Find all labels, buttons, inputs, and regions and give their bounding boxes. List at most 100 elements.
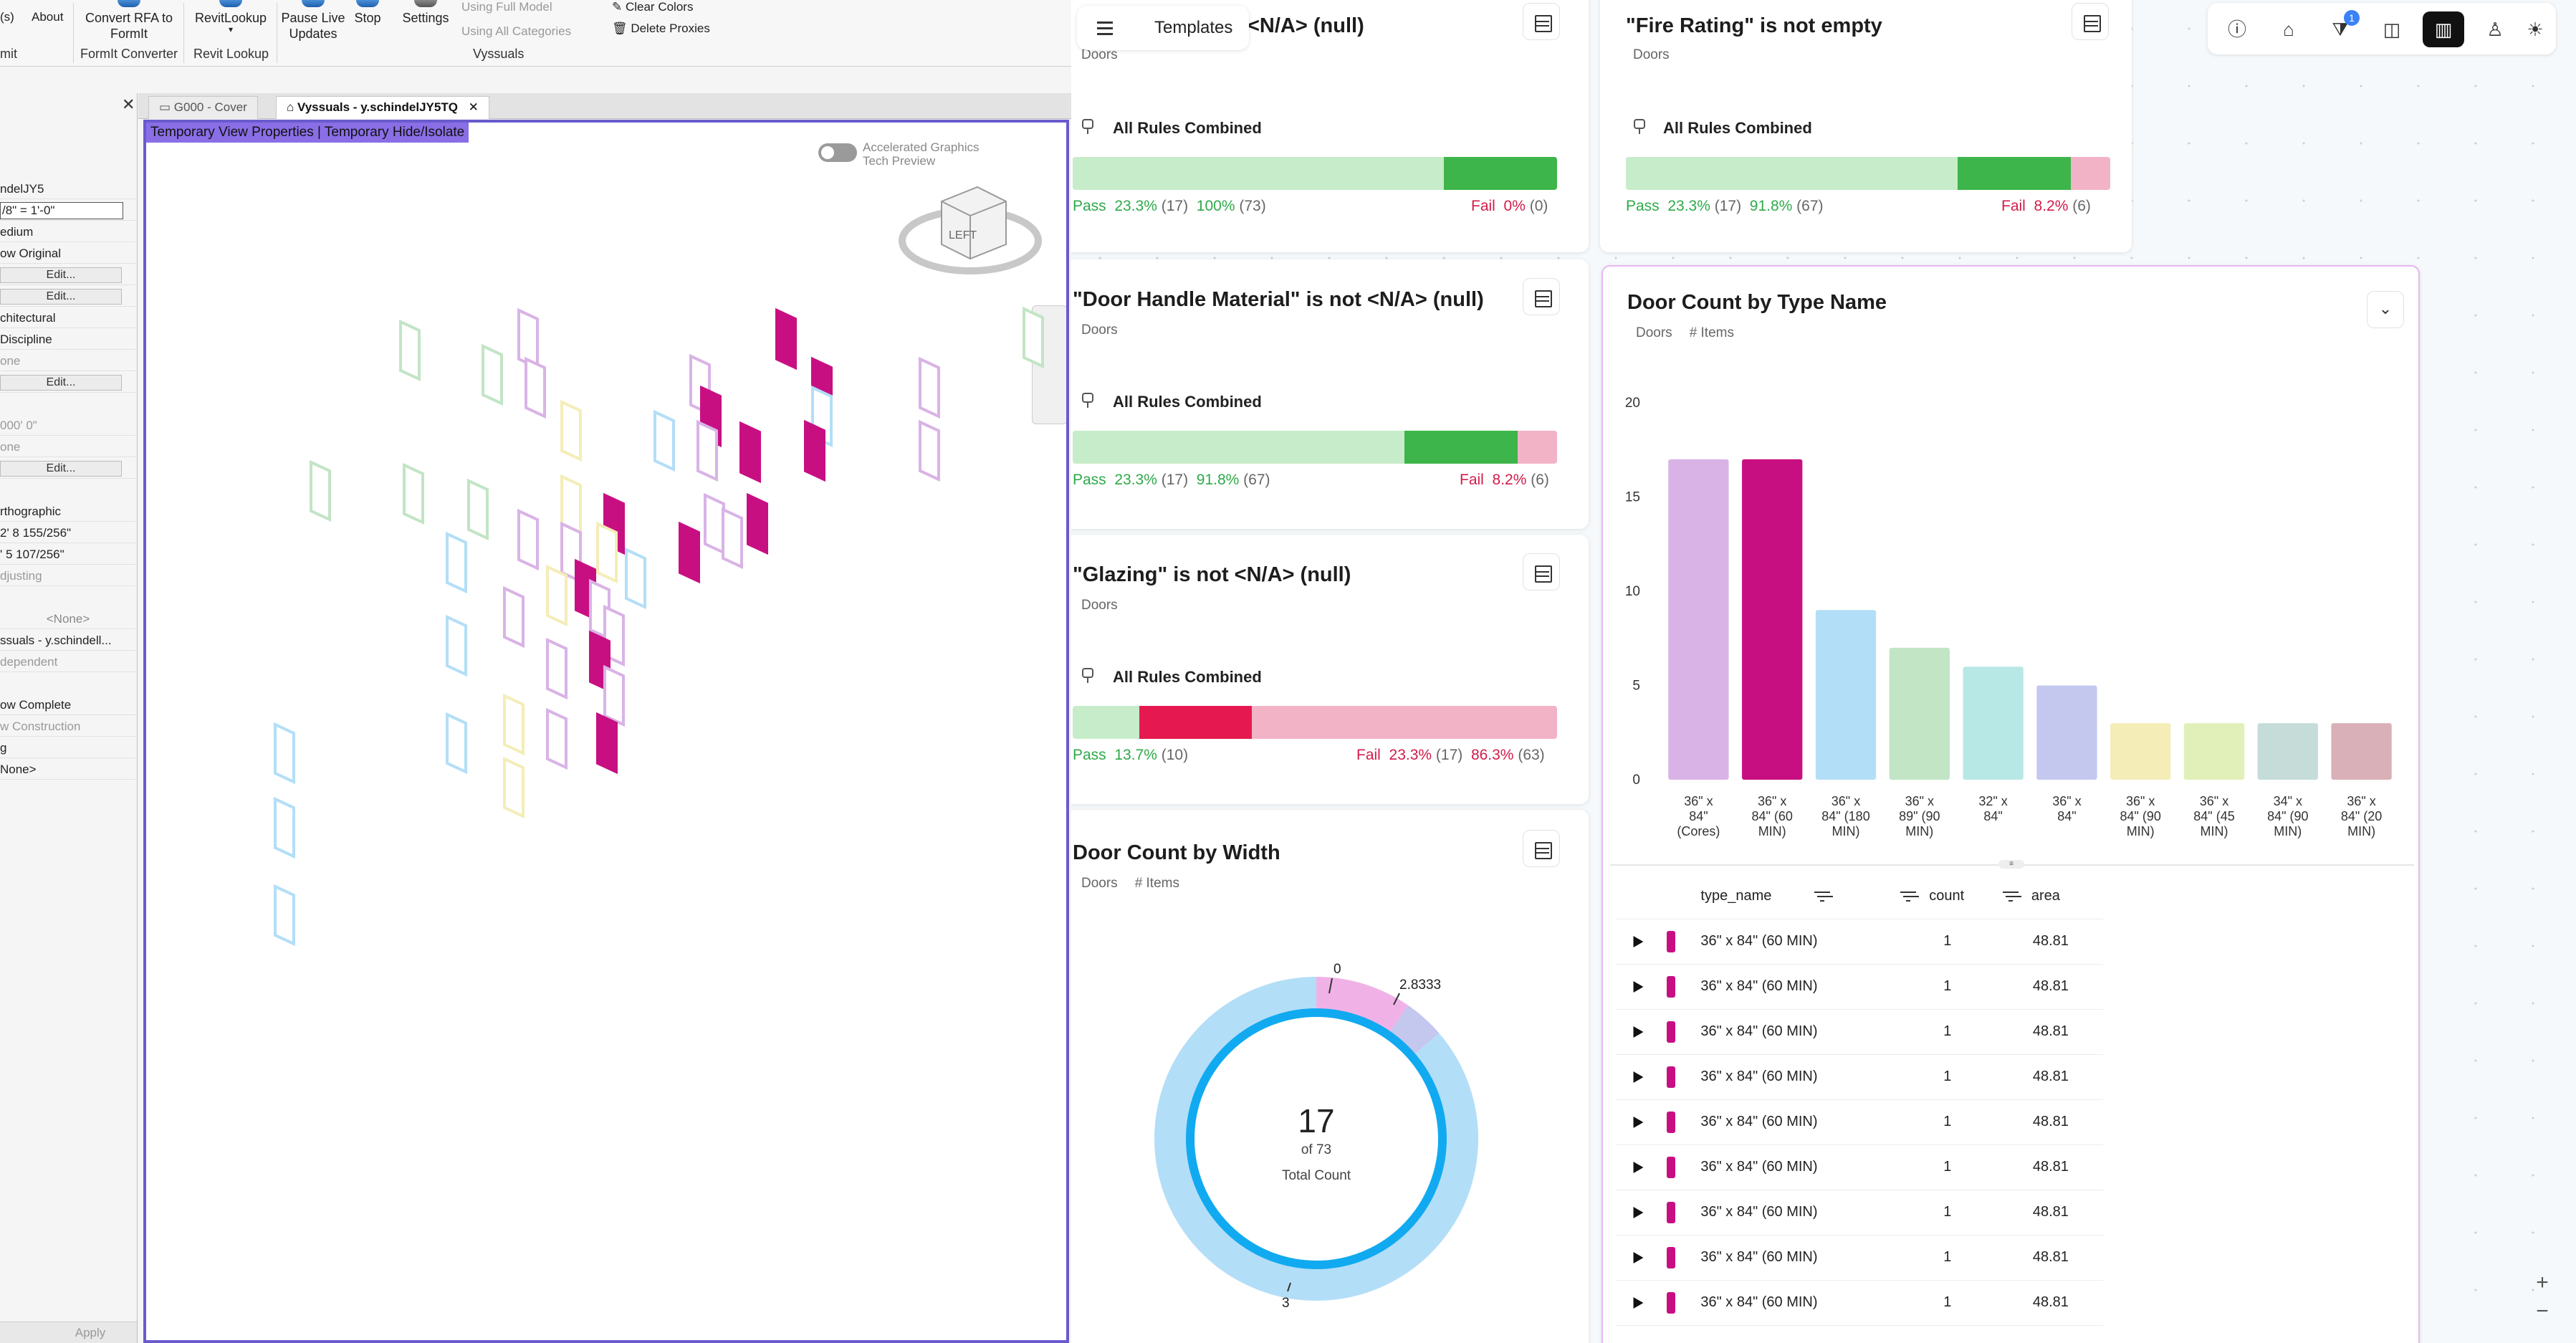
door-element[interactable] [482,343,503,406]
door-width-donut-chart[interactable]: 17 of 73 Total Count 0 2.8333 3 [1071,810,1589,1343]
splitter-handle-icon[interactable]: ≡ [1998,860,2024,869]
bar-fail-segment[interactable] [1517,431,1557,464]
3d-viewport[interactable]: Temporary View Properties | Temporary Hi… [143,120,1069,1343]
door-element[interactable] [775,307,797,371]
bar[interactable] [2110,723,2171,780]
select-cell[interactable] [1616,1235,1667,1281]
property-row[interactable]: g [0,738,136,758]
door-panel[interactable] [596,521,618,584]
property-row[interactable]: one [0,351,136,371]
door-panel[interactable] [446,614,467,677]
pass-fail-bar[interactable] [1073,157,1557,190]
door-element[interactable] [517,508,539,571]
door-panel[interactable] [274,722,295,785]
property-row[interactable]: Edit... [0,373,136,393]
property-row[interactable]: Edit... [0,459,136,479]
tab-g000-cover[interactable]: ▭ G000 - Cover [148,96,258,119]
bar[interactable] [2036,685,2097,780]
column-header-area[interactable]: area [2002,874,2103,919]
door-element[interactable] [603,664,625,727]
delete-proxies-button[interactable]: 🗑 Delete Proxies [612,21,710,36]
toggle-switch[interactable] [818,143,857,162]
sort-filter-icon[interactable] [1814,891,1830,902]
door-panel[interactable] [310,459,331,522]
door-element[interactable] [274,796,295,859]
property-row[interactable]: <None> [0,609,136,629]
door-panel[interactable] [739,421,761,484]
clear-colors-button[interactable]: ✎ Clear Colors [612,0,693,14]
rule-card-door-handle-material[interactable]: "Door Handle Material" is not <N/A> (nul… [1071,259,1589,529]
table-row[interactable]: 36" x 84" (60 MIN) 1 48.81 [1616,1280,2103,1326]
door-element[interactable] [310,459,331,522]
door-element[interactable] [722,507,743,570]
table-row[interactable]: 36" x 84" (60 MIN) 1 48.81 [1616,1099,2103,1145]
bar-pass-segment[interactable] [1404,431,1518,464]
table-row[interactable]: 36" x 84" (60 MIN) 1 48.81 [1616,964,2103,1010]
edit-button[interactable]: Edit... [0,289,122,305]
door-panel[interactable] [804,419,825,482]
zoom-out-icon[interactable]: − [2536,1299,2549,1323]
select-cell[interactable] [1616,1144,1667,1190]
door-element[interactable] [546,564,568,627]
using-all-categories-option[interactable]: Using All Categories [461,24,572,38]
select-cell[interactable] [1616,1190,1667,1236]
stop-button[interactable]: Stop [350,0,386,26]
doors-model[interactable] [146,123,1069,1343]
tab-close-icon[interactable]: ✕ [468,100,479,114]
bar-fail-segment[interactable] [2070,157,2110,190]
bar[interactable] [1889,647,1950,780]
door-panel[interactable] [546,637,568,700]
edit-button[interactable]: Edit... [0,375,122,391]
cleanup-icon[interactable]: ♙ [2486,19,2504,40]
property-row[interactable]: edium [0,222,136,242]
select-cursor-icon[interactable] [1628,1248,1644,1264]
door-element[interactable] [446,531,467,594]
door-element[interactable] [546,707,568,770]
bar[interactable] [1815,610,1877,780]
door-element[interactable] [804,419,825,482]
door-panel[interactable] [503,586,525,649]
property-row[interactable]: ssuals - y.schindell... [0,631,136,651]
property-row[interactable]: ow Complete [0,695,136,715]
info-icon[interactable]: ⓘ [2227,19,2246,40]
table-view-icon[interactable] [1523,278,1560,315]
door-panel[interactable] [446,712,467,775]
table-row[interactable]: 36" x 84" (60 MIN) 1 48.81 [1616,1235,2103,1281]
door-element[interactable] [653,409,675,472]
select-cursor-icon[interactable] [1628,1203,1644,1219]
property-row[interactable]: None> [0,760,136,780]
rule-card-glazing[interactable]: "Glazing" is not <N/A> (null) Doors All … [1071,535,1589,804]
bar[interactable] [2331,723,2392,780]
table-view-icon[interactable] [1523,553,1560,591]
door-element[interactable] [546,637,568,700]
property-row[interactable]: one [0,437,136,457]
door-panel[interactable] [603,664,625,727]
door-panel[interactable] [403,462,424,525]
door-panel[interactable] [446,531,467,594]
tab-vyssuals[interactable]: ⌂ Vyssuals - y.schindelJY5TQ ✕ [276,96,489,119]
edit-button[interactable]: Edit... [0,461,122,477]
select-cell[interactable] [1616,919,1667,965]
select-cursor-icon[interactable] [1628,1068,1644,1084]
door-panel[interactable] [625,547,646,610]
property-row[interactable]: chitectural [0,308,136,328]
door-panel[interactable] [775,307,797,371]
property-row[interactable]: dependent [0,652,136,672]
about-button[interactable]: About [32,10,64,24]
bar-fail-selected-segment[interactable] [1139,706,1253,739]
door-panel[interactable] [696,419,718,482]
revitlookup-button[interactable]: RevitLookup ▾ [192,0,269,34]
pass-fail-bar[interactable] [1073,706,1557,739]
door-element[interactable] [596,521,618,584]
chart-icon[interactable]: ▥ [2423,11,2464,47]
door-element[interactable] [919,419,940,482]
door-panel[interactable] [679,521,700,584]
donut-slice[interactable] [1389,1005,1440,1056]
select-cursor-icon[interactable] [1628,978,1644,993]
door-panel[interactable] [919,419,940,482]
select-cell[interactable] [1616,964,1667,1010]
door-panel[interactable] [517,508,539,571]
door-element[interactable] [919,356,940,419]
settings-icon[interactable]: ☀ [2527,19,2544,40]
door-element[interactable] [1023,306,1044,369]
